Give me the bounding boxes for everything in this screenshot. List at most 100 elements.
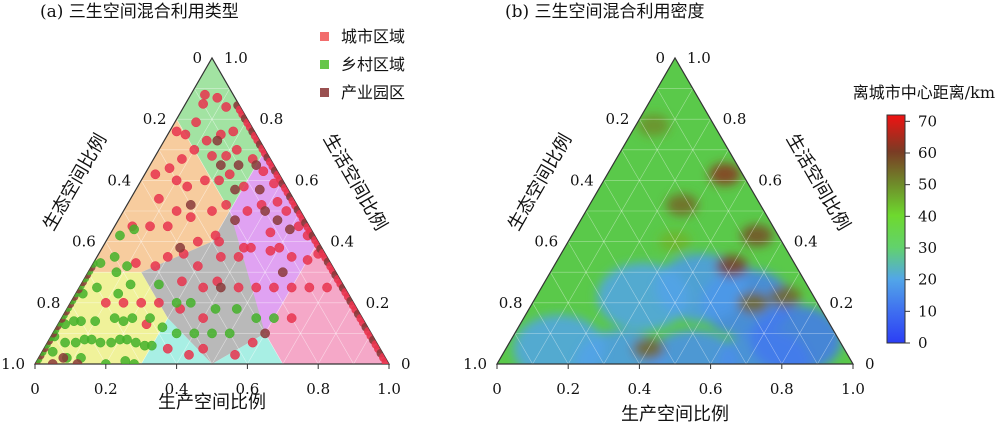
- legend-swatch-rural: [320, 60, 329, 69]
- grid-line: [621, 149, 747, 365]
- point-urban: [154, 193, 164, 204]
- point-urban: [210, 230, 221, 241]
- point-urban: [239, 242, 249, 253]
- point-urban: [221, 151, 232, 161]
- point-rural: [109, 252, 120, 262]
- bottom-tick-label: 1.0: [377, 380, 401, 398]
- point-rural: [171, 328, 182, 339]
- colorbar-tick-label: 50: [918, 176, 937, 194]
- grid-line: [532, 88, 694, 365]
- point-rural: [122, 334, 132, 345]
- legend-swatch-industrial: [320, 88, 329, 97]
- bottom-tick-label: 0.2: [94, 380, 118, 398]
- point-rural: [185, 297, 196, 308]
- heatmap-hotspot: [769, 285, 802, 308]
- grid-line: [70, 302, 107, 365]
- left-tick-label: 1.0: [1, 355, 25, 373]
- point-industrial: [216, 282, 226, 293]
- grid-line: [585, 210, 676, 365]
- grid-line: [674, 210, 765, 365]
- heatmap-hotspot: [637, 114, 670, 137]
- panel-b-left-axis-label: 生态空间比例: [504, 130, 576, 234]
- point-urban: [100, 297, 111, 308]
- right-tick-label: 0.8: [259, 110, 283, 128]
- point-urban: [177, 154, 187, 164]
- point-rural: [115, 230, 125, 241]
- colorbar-tick-label: 10: [918, 302, 937, 320]
- heatmap-hotspot: [740, 224, 773, 247]
- panel-b-title: (b) 三生空间混合利用密度: [505, 2, 705, 22]
- grid-line: [514, 333, 533, 365]
- panel-a-left-axis-label: 生态空间比例: [39, 130, 111, 234]
- point-urban: [185, 212, 196, 222]
- point-industrial: [260, 328, 270, 339]
- point-rural: [86, 334, 97, 345]
- point-industrial: [272, 215, 283, 226]
- point-industrial: [285, 224, 295, 235]
- colorbar-tick-label: 30: [918, 239, 937, 257]
- point-rural: [171, 297, 182, 308]
- heatmap-hotspot: [708, 163, 741, 186]
- point-urban: [233, 282, 244, 293]
- point-rural: [89, 259, 98, 268]
- grid-line: [745, 272, 800, 365]
- point-urban: [286, 252, 297, 262]
- panel-b-ticks: 0 0.2 0.4 0.6 0.8 1.000.20.40.60.81.0 00.20.40…: [463, 49, 874, 398]
- point-urban: [265, 227, 276, 238]
- colorbar-tick-label: 0: [918, 334, 928, 352]
- point-rural: [125, 279, 136, 290]
- left-tick-label: 0: [655, 49, 665, 67]
- heatmap-hotspot: [715, 255, 748, 278]
- legend-label-industrial: 产业园区: [341, 83, 405, 102]
- point-urban: [184, 349, 194, 360]
- point-rural: [109, 313, 120, 323]
- bottom-tick-label: 0.8: [770, 380, 794, 398]
- point-rural: [189, 328, 200, 339]
- grid-line: [567, 241, 640, 365]
- point-industrial: [233, 160, 244, 170]
- heatmap-blobs: [513, 114, 843, 364]
- colorbar-tick-label: 60: [918, 144, 937, 162]
- point-urban: [150, 261, 161, 271]
- grid-line: [781, 302, 818, 365]
- point-urban: [242, 206, 253, 216]
- grid-line: [603, 149, 729, 365]
- point-rural: [154, 279, 164, 290]
- point-urban: [207, 151, 217, 161]
- bottom-tick-label: 0: [492, 380, 502, 398]
- point-rural: [157, 322, 168, 333]
- grid-line: [123, 210, 213, 365]
- point-rural: [47, 346, 58, 357]
- grid-line: [656, 88, 818, 365]
- point-industrial: [230, 215, 240, 226]
- colorbar-gradient: [886, 114, 906, 344]
- point-rural: [127, 313, 138, 323]
- point-urban: [251, 282, 262, 293]
- point-urban: [180, 129, 191, 140]
- point-rural: [224, 328, 235, 339]
- point-urban: [322, 282, 332, 293]
- point-urban: [171, 126, 182, 137]
- point-urban: [272, 196, 283, 207]
- point-industrial: [277, 267, 288, 278]
- point-urban: [164, 163, 175, 174]
- point-urban: [216, 252, 226, 262]
- point-urban: [198, 282, 208, 293]
- colorbar-title: 离城市中心距离/km: [853, 83, 995, 102]
- point-rural: [145, 313, 155, 323]
- point-urban: [171, 175, 182, 186]
- point-rural: [129, 224, 139, 235]
- point-urban: [286, 313, 297, 323]
- bottom-tick-label: 0.2: [556, 380, 580, 398]
- point-rural: [120, 356, 131, 364]
- left-tick-label: 0.4: [107, 171, 131, 189]
- legend-swatch-urban: [320, 32, 329, 41]
- left-tick-label: 0.8: [499, 294, 523, 312]
- legend-item-urban: 城市区域: [320, 27, 405, 46]
- point-urban: [200, 175, 210, 186]
- right-tick-label: 0.4: [794, 233, 818, 251]
- panel-b-grid: [514, 88, 836, 365]
- point-urban: [177, 276, 187, 287]
- bottom-tick-label: 0.6: [235, 380, 259, 398]
- right-tick-label: 0: [401, 355, 411, 373]
